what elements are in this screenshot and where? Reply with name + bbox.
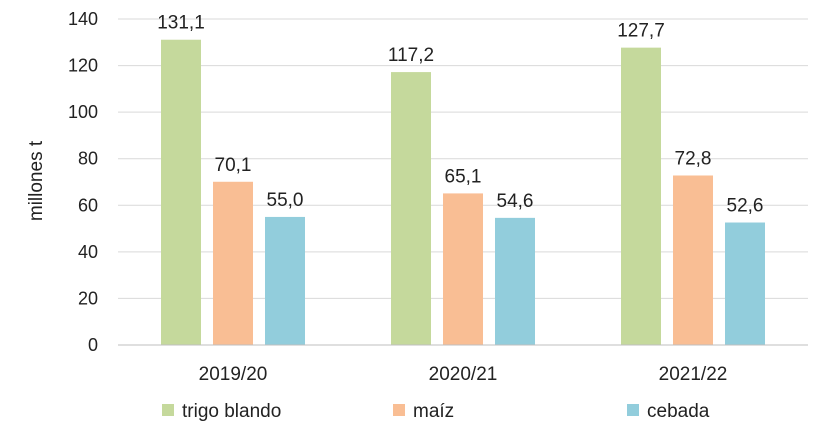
y-tick-label: 120 <box>68 56 98 76</box>
y-tick-label: 100 <box>68 102 98 122</box>
category-labels: 2019/20 2020/21 2021/22 <box>199 364 728 385</box>
legend-label: maíz <box>413 401 454 422</box>
legend-label: cebada <box>647 401 710 422</box>
bar <box>213 181 253 345</box>
legend-swatch <box>162 404 174 416</box>
data-label: 54,6 <box>497 191 534 212</box>
data-label: 55,0 <box>267 190 304 211</box>
data-label: 127,7 <box>617 21 665 42</box>
legend: trigo blando maíz cebada <box>162 401 710 422</box>
category-label: 2020/21 <box>429 364 498 385</box>
bar <box>725 222 765 345</box>
data-label: 65,1 <box>445 166 482 187</box>
data-labels: 131,1 70,1 55,0 117,2 65,1 54,6 127,7 72,8 52,6 <box>157 13 763 217</box>
bar <box>621 47 661 346</box>
data-label: 117,2 <box>388 45 434 66</box>
legend-swatch <box>627 404 639 416</box>
y-axis-title: millones t <box>26 140 47 221</box>
y-tick-label: 60 <box>78 195 98 215</box>
bars <box>161 39 765 346</box>
legend-label: trigo blando <box>182 401 281 422</box>
legend-swatch <box>393 404 405 416</box>
y-tick-label: 0 <box>88 335 98 355</box>
category-label: 2019/20 <box>199 364 268 385</box>
y-tick-label: 80 <box>78 149 98 169</box>
bar <box>495 217 535 345</box>
data-label: 70,1 <box>215 155 252 176</box>
y-tick-label: 20 <box>78 288 98 308</box>
bar <box>391 72 431 345</box>
category-label: 2021/22 <box>659 364 728 385</box>
data-label: 131,1 <box>157 13 205 34</box>
data-label: 72,8 <box>675 148 712 169</box>
bar <box>161 39 201 346</box>
y-tick-label: 140 <box>68 9 98 29</box>
bar <box>443 193 483 345</box>
y-tick-label: 40 <box>78 242 98 262</box>
data-label: 52,6 <box>727 196 764 217</box>
bar <box>265 216 305 345</box>
bar <box>673 175 713 345</box>
y-axis-ticks: 0 20 40 60 80 100 120 140 <box>68 9 98 355</box>
